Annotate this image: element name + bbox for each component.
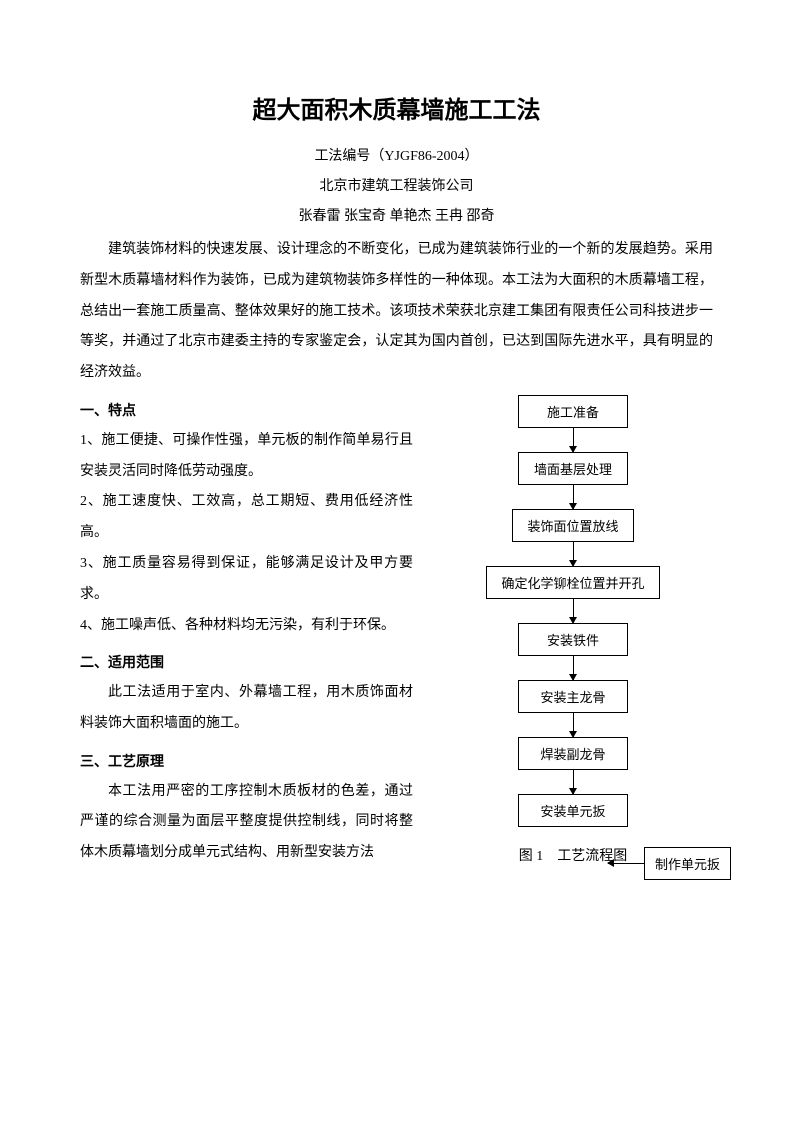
left-column: 一、特点 1、施工便捷、可操作性强，单元板的制作简单易行且安装灵活同时降低劳动强… — [80, 389, 413, 869]
section-3-text: 本工法用严密的工序控制木质板材的色差，通过严谨的综合测量为面层平整度提供控制线，… — [80, 777, 413, 869]
right-column: 施工准备 墙面基层处理 装饰面位置放线 确定化学铆栓位置并开孔 安装铁件 安装主… — [433, 389, 713, 869]
flow-node-1: 墙面基层处理 — [518, 452, 628, 485]
flow-node-2: 装饰面位置放线 — [512, 509, 633, 542]
flow-node-3: 确定化学铆栓位置并开孔 — [486, 566, 659, 599]
flow-node-4: 安装铁件 — [518, 623, 628, 656]
feature-item-4: 4、施工噪声低、各种材料均无污染，有利于环保。 — [80, 611, 413, 642]
flow-node-5: 安装主龙骨 — [518, 680, 628, 713]
flow-arrow — [573, 656, 574, 680]
process-flowchart: 施工准备 墙面基层处理 装饰面位置放线 确定化学铆栓位置并开孔 安装铁件 安装主… — [433, 395, 713, 827]
flow-arrow — [573, 542, 574, 566]
side-branch: 制作单元扳 — [608, 847, 731, 880]
side-node: 制作单元扳 — [644, 847, 731, 880]
flow-arrow — [573, 770, 574, 794]
section-1-heading: 一、特点 — [80, 395, 413, 426]
flow-node-6: 焊装副龙骨 — [518, 737, 628, 770]
page-title: 超大面积木质幕墙施工工法 — [80, 90, 713, 125]
code-line: 工法编号（YJGF86-2004） — [80, 145, 713, 165]
flow-arrow — [573, 599, 574, 623]
section-3-heading: 三、工艺原理 — [80, 746, 413, 777]
feature-item-3: 3、施工质量容易得到保证，能够满足设计及甲方要求。 — [80, 549, 413, 611]
flow-arrow — [573, 485, 574, 509]
side-arrow — [608, 863, 644, 864]
two-column-layout: 一、特点 1、施工便捷、可操作性强，单元板的制作简单易行且安装灵活同时降低劳动强… — [80, 389, 713, 869]
authors-line: 张春雷 张宝奇 单艳杰 王冉 邵奇 — [80, 205, 713, 225]
flow-node-7: 安装单元扳 — [518, 794, 628, 827]
flow-arrow — [573, 713, 574, 737]
company-line: 北京市建筑工程装饰公司 — [80, 175, 713, 195]
section-2-text: 此工法适用于室内、外幕墙工程，用木质饰面材料装饰大面积墙面的施工。 — [80, 678, 413, 740]
flow-arrow — [573, 428, 574, 452]
feature-item-1: 1、施工便捷、可操作性强，单元板的制作简单易行且安装灵活同时降低劳动强度。 — [80, 426, 413, 488]
flow-node-0: 施工准备 — [518, 395, 628, 428]
feature-item-2: 2、施工速度快、工效高，总工期短、费用低经济性高。 — [80, 487, 413, 549]
section-2-heading: 二、适用范围 — [80, 647, 413, 678]
intro-paragraph: 建筑装饰材料的快速发展、设计理念的不断变化，已成为建筑装饰行业的一个新的发展趋势… — [80, 235, 713, 389]
